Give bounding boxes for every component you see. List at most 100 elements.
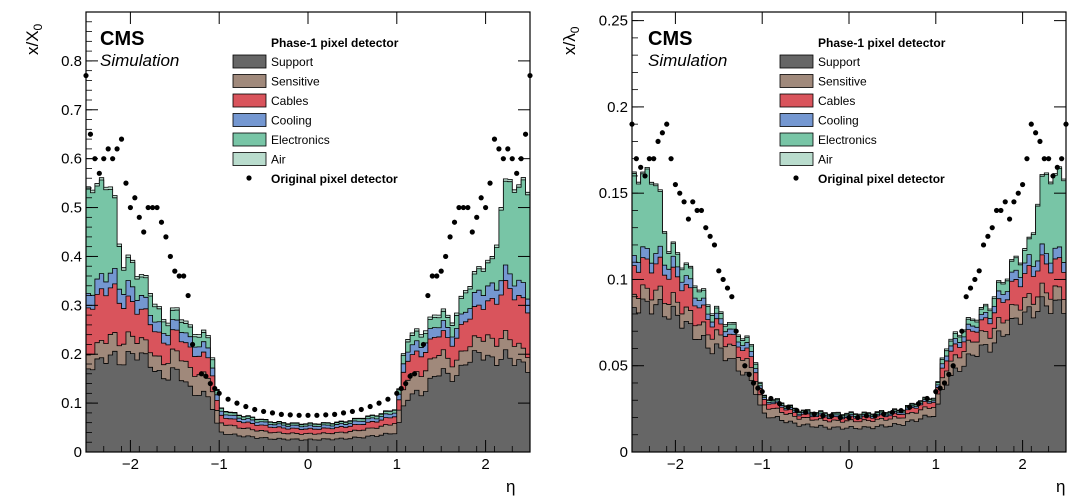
legend-label-air: Air <box>818 153 833 167</box>
data-point <box>114 146 120 152</box>
data-point <box>514 170 520 176</box>
legend-label-support: Support <box>271 55 314 69</box>
data-point <box>855 414 861 421</box>
data-point <box>716 268 722 274</box>
data-point <box>434 273 440 279</box>
legend-swatch-support <box>779 54 814 69</box>
legend-swatch-air <box>779 152 814 166</box>
data-point <box>1024 156 1030 162</box>
data-point <box>863 413 869 419</box>
legend-label-original-pixel-detector: Original pixel detector <box>271 172 398 186</box>
data-point <box>993 207 1000 214</box>
data-point <box>243 403 249 410</box>
x-axis-title: η <box>1056 477 1065 496</box>
data-point <box>646 156 652 162</box>
data-point <box>411 371 418 377</box>
data-point <box>933 389 939 395</box>
data-point <box>509 156 515 162</box>
data-point <box>642 173 648 179</box>
data-point <box>141 229 147 235</box>
data-point <box>478 195 484 201</box>
data-point <box>1046 156 1052 162</box>
data-point <box>252 406 258 413</box>
data-point <box>794 407 800 414</box>
data-point <box>261 408 267 415</box>
data-point <box>367 403 373 410</box>
data-point <box>332 411 338 417</box>
data-point <box>811 411 817 417</box>
data-point <box>460 204 466 211</box>
data-point <box>881 411 887 417</box>
data-point <box>1020 181 1026 188</box>
y-tick-label: 0.05 <box>599 358 628 375</box>
data-point <box>212 385 218 392</box>
data-point <box>672 181 679 188</box>
legend-label-cooling: Cooling <box>271 114 312 128</box>
legend-title: Phase-1 pixel detector <box>818 36 946 50</box>
data-point <box>500 156 506 162</box>
data-point <box>474 214 480 220</box>
x-tick-label: −2 <box>667 456 684 473</box>
y-axis-title: x/X0 <box>23 23 45 55</box>
experiment-label: CMS <box>100 28 144 50</box>
legend-label-cables: Cables <box>818 94 855 108</box>
data-point <box>376 400 382 406</box>
legend-label-cables: Cables <box>271 94 308 108</box>
legend: Support Sensitive Cables Cooling Electronics… <box>779 54 945 186</box>
data-point <box>915 401 922 407</box>
legend-swatch-support <box>232 54 267 69</box>
data-point <box>898 407 904 414</box>
legend-label-sensitive: Sensitive <box>818 75 867 89</box>
y-tick-label: 0 <box>74 444 82 461</box>
data-point <box>469 229 475 235</box>
data-point <box>703 225 709 231</box>
data-point <box>685 216 692 222</box>
legend-label-air: Air <box>271 153 286 167</box>
data-point <box>733 328 739 334</box>
data-point <box>972 276 978 283</box>
data-point <box>425 292 431 299</box>
data-point <box>872 413 878 419</box>
x-tick-label: 1 <box>393 456 401 473</box>
layer-support <box>631 296 1067 453</box>
data-point <box>677 190 683 196</box>
data-point <box>278 411 284 417</box>
data-point <box>505 146 511 152</box>
legend-marker-original-pixel-detector <box>793 175 799 181</box>
data-point <box>759 389 765 395</box>
data-point <box>924 395 930 402</box>
data-point <box>1037 138 1043 145</box>
legend-label-original-pixel-detector: Original pixel detector <box>818 172 945 186</box>
data-point <box>946 371 952 377</box>
data-point <box>101 156 107 162</box>
data-point <box>1011 199 1017 205</box>
data-point <box>407 373 413 379</box>
x-tick-label: −1 <box>211 456 228 473</box>
data-point <box>496 146 502 152</box>
data-point <box>750 380 757 386</box>
legend-label-electronics: Electronics <box>271 133 330 147</box>
data-point <box>989 225 995 231</box>
data-point <box>729 294 735 300</box>
y-tick-label: 0.1 <box>61 395 82 412</box>
simulation-label: Simulation <box>100 51 179 70</box>
data-point <box>398 385 404 392</box>
data-point <box>837 414 843 421</box>
data-point <box>976 268 982 274</box>
data-point <box>385 396 391 402</box>
data-point <box>522 131 529 137</box>
data-point <box>1033 130 1039 136</box>
legend-swatch-electronics <box>779 132 814 147</box>
x-tick-label: −2 <box>122 456 139 473</box>
data-point <box>296 412 302 418</box>
y-tick-label: 0.15 <box>599 185 628 202</box>
data-point <box>967 285 974 291</box>
data-point <box>820 413 826 419</box>
legend-swatch-sensitive <box>779 74 814 88</box>
x-tick-label: −1 <box>754 456 771 473</box>
data-point <box>287 412 293 418</box>
y-tick-label: 0.3 <box>61 297 82 314</box>
y-tick-label: 0.2 <box>61 346 82 363</box>
data-point <box>465 204 471 211</box>
